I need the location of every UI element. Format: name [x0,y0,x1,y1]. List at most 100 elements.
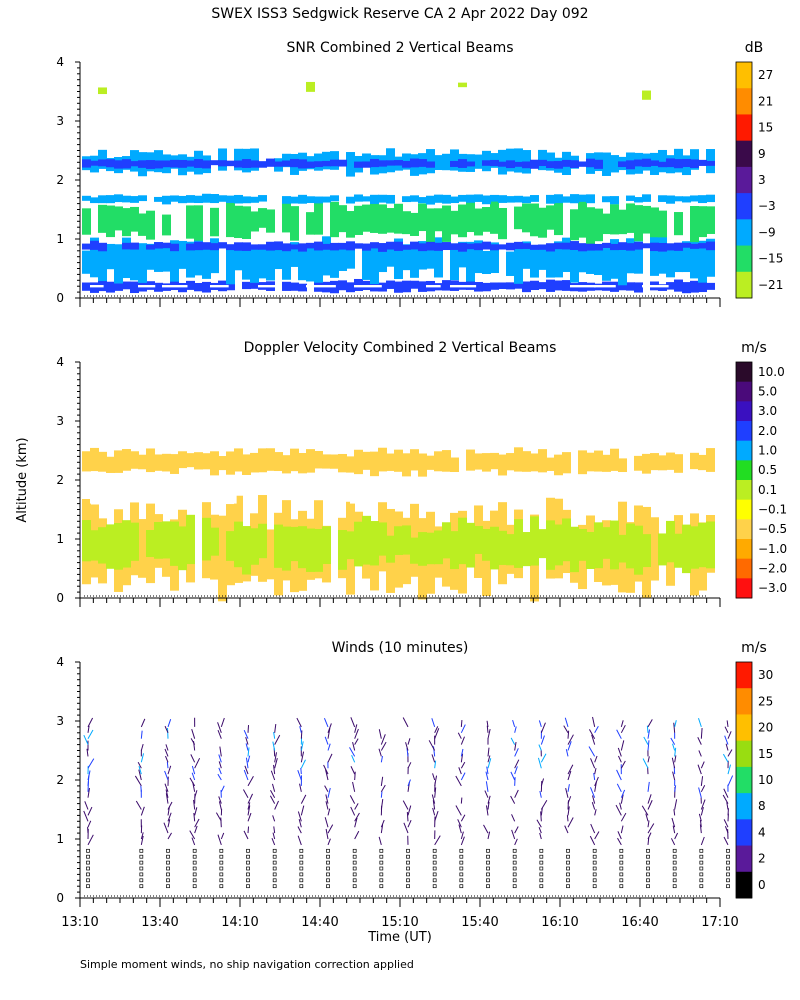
wind-barb [378,729,382,739]
snr-cell [634,241,643,274]
wind-barb [567,817,574,828]
snr-colorbar-swatch [736,114,752,142]
snr-cell [330,244,339,278]
wind-barb [140,753,145,763]
snr-cell [626,203,635,233]
wind-barb [514,766,518,775]
wind-calm-marker [326,866,330,871]
snr-cell [466,202,475,233]
snr-cell [626,243,635,251]
wind-barb [245,743,249,751]
doppler-cell [418,453,427,477]
snr-cell [674,242,683,251]
wind-barb [485,805,489,816]
wind-barb [673,809,676,816]
snr-cell [130,242,139,250]
wind-barb [220,717,225,728]
wind-calm-marker [646,848,650,853]
snr-cell [402,196,411,203]
wind-barb [428,740,436,751]
doppler-cell [578,528,587,561]
wind-barb [539,832,542,840]
snr-cell [242,159,251,168]
snr-cell [618,161,627,168]
snr-cell [578,246,587,273]
wind-barb [300,767,302,775]
doppler-cell [210,451,219,476]
snr-cell [706,194,715,203]
wind-barb [245,736,249,745]
wind-calm-marker [246,860,250,865]
wind-barb [220,832,225,840]
wind-barb [670,737,676,745]
wind-calm-marker [539,854,544,859]
snr-cell [338,205,347,233]
doppler-cell [402,525,411,555]
wind-barb [247,793,254,804]
snr-cell [586,241,595,274]
wind-barb [352,781,356,792]
snr-cell [154,242,163,249]
wind-barb [674,747,677,757]
wind-barb [323,764,329,775]
snr-gap [234,177,255,192]
snr-cell [98,149,107,169]
snr-cell [162,242,171,249]
wind-barb [727,731,732,739]
wind-barb [460,724,466,734]
snr-cell [674,196,683,202]
wind-barb [700,836,705,846]
wind-barb [647,832,652,840]
snr-cell [458,204,467,238]
wind-barb [485,781,489,792]
wind-barb [140,806,145,816]
snr-cell [522,243,531,249]
snr-cell [306,161,315,168]
wind-barb [567,764,574,775]
snr-cell [418,243,427,252]
wind-barb [403,822,409,834]
snr-cell [386,280,395,289]
wind-barb [407,779,411,787]
snr-cell [434,194,443,203]
snr-cell [170,159,179,168]
snr-colorbar-swatch [736,88,752,115]
wind-calm-marker [219,854,224,859]
snr-colorbar-label: −15 [758,252,783,266]
snr-cell [562,159,571,167]
wind-barb [487,728,491,739]
snr-cell [170,243,179,252]
snr-cell [130,281,139,294]
snr-cell [578,200,587,238]
wind-barb [247,725,250,733]
wind-calm-marker [486,884,490,889]
doppler-cell [610,448,619,471]
page-title: SWEX ISS3 Sedgwick Reserve CA 2 Apr 2022… [211,6,589,22]
snr-colorbar-swatch [736,193,752,220]
wind-barb [514,826,519,834]
doppler-gap [584,482,605,504]
doppler-cell [602,454,611,472]
snr-cell [594,208,603,242]
snr-colorbar-swatch [736,245,752,273]
snr-gap [90,285,104,288]
snr-cell [530,159,539,169]
wind-calm-marker [486,860,490,865]
wind-barb [189,830,196,840]
snr-cell [594,243,603,251]
snr-cell [194,241,203,251]
wind-barb [274,758,278,769]
wind-barb [514,759,520,769]
wind-calm-marker [726,860,730,865]
snr-cell [402,160,411,168]
snr-cell [314,196,323,204]
wind-calm-marker [486,878,490,883]
snr-gap [450,285,477,288]
snr-cell [378,282,387,292]
wind-calm-marker [272,860,277,865]
doppler-cell [234,521,243,568]
doppler-cell [578,450,587,475]
wind-barb [325,794,329,804]
snr-cell [490,200,499,234]
wind-barb [218,796,222,804]
